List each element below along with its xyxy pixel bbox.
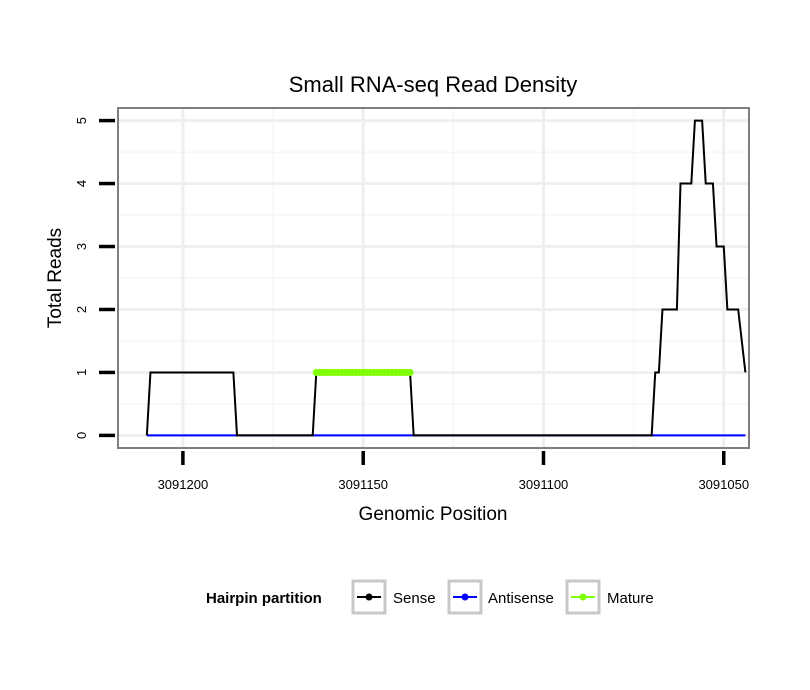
y-tick-label: 0 <box>74 432 89 439</box>
x-tick-label: 3091200 <box>158 477 209 492</box>
legend-item-sense: Sense <box>351 579 436 615</box>
legend: Hairpin partition Sense Antisense Mature <box>206 579 654 615</box>
y-tick-label: 2 <box>74 306 89 313</box>
legend-item-antisense: Antisense <box>447 579 554 615</box>
legend-swatch-antisense-dot <box>461 593 469 601</box>
legend-swatch-mature-dot <box>579 593 587 601</box>
y-tick-label: 3 <box>74 243 89 250</box>
data-point-mature <box>406 368 414 377</box>
series-line-sense <box>145 119 747 437</box>
y-tick-label: 1 <box>74 369 89 376</box>
legend-label-sense: Sense <box>393 590 436 607</box>
legend-item-mature: Mature <box>565 579 654 615</box>
x-tick-label: 3091050 <box>698 477 749 492</box>
legend-swatch-sense-dot <box>365 593 373 601</box>
legend-label-mature: Mature <box>607 590 654 607</box>
x-tick-label: 3091100 <box>519 477 569 492</box>
plot-panel-border <box>117 107 750 449</box>
x-tick-label: 3091150 <box>338 477 388 492</box>
legend-title: Hairpin partition <box>206 590 322 607</box>
y-tick-label: 5 <box>74 117 89 124</box>
axis-layer: 3091200 3091150 3091100 3091050 0 1 2 3 4 5 <box>74 117 749 492</box>
data-layer <box>145 119 747 437</box>
y-axis-title: Total Reads <box>45 228 66 328</box>
chart-title: Small RNA-seq Read Density <box>289 72 578 97</box>
x-axis-title: Genomic Position <box>359 504 508 525</box>
y-tick-label: 4 <box>74 180 89 187</box>
legend-label-antisense: Antisense <box>488 590 554 607</box>
